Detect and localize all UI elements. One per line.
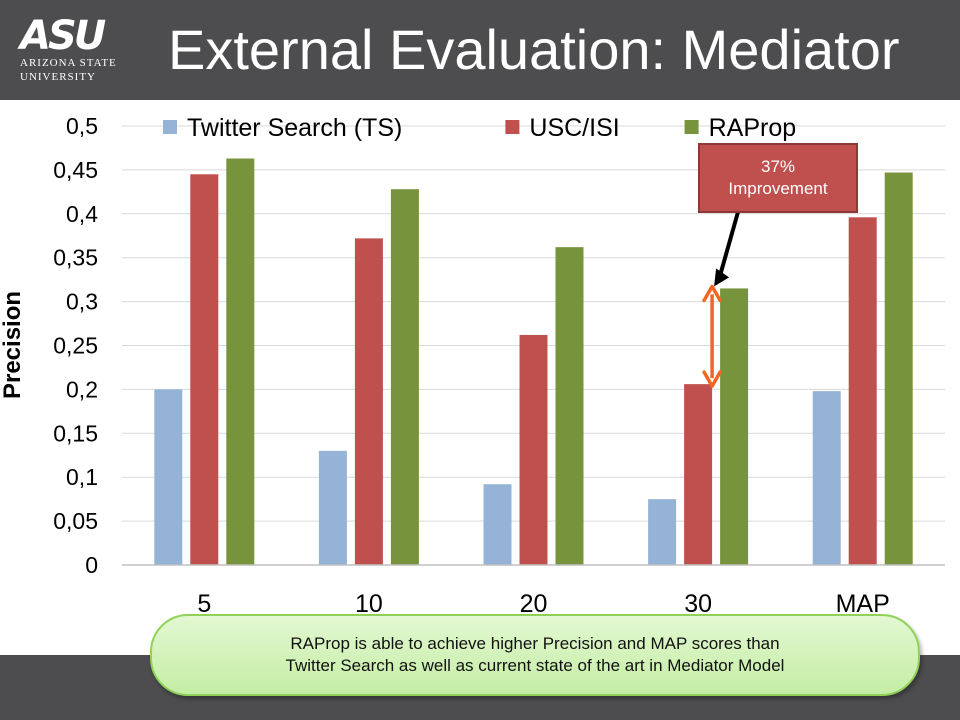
- y-tick-label: 0,2: [66, 376, 98, 402]
- bar: [226, 158, 255, 565]
- y-tick-label: 0,15: [53, 420, 98, 446]
- summary-note-line-2: Twitter Search as well as current state …: [285, 656, 785, 675]
- y-tick-label: 0,1: [66, 464, 98, 490]
- x-tick-label: 10: [355, 590, 383, 618]
- summary-note-line-1: RAProp is able to achieve higher Precisi…: [290, 634, 780, 653]
- legend-label: USC/ISI: [529, 114, 619, 142]
- precision-bar-chart: 0 0,05 0,1 0,15 0,2 0,25 0,3 0,35 0,4 0,45 0,5 Prec…: [0, 113, 945, 618]
- logo-line-1: Arizona State: [20, 57, 117, 69]
- slide-header: ASU Arizona State University External Ev…: [0, 0, 960, 100]
- callout-line-2: Improvement: [728, 179, 828, 198]
- legend-swatch: [163, 120, 177, 134]
- bar: [154, 389, 183, 565]
- bar: [190, 174, 219, 565]
- legend-swatch: [684, 120, 699, 134]
- bar: [812, 391, 841, 565]
- y-tick-label: 0,5: [66, 113, 98, 139]
- y-tick-label: 0,4: [66, 201, 98, 227]
- y-tick-label: 0,45: [53, 157, 98, 183]
- bar: [848, 217, 877, 565]
- y-axis-label: Precision: [0, 291, 26, 399]
- improvement-arrow-head-bottom: [702, 370, 722, 388]
- bar: [483, 484, 512, 565]
- x-tick-label: MAP: [836, 590, 890, 618]
- bar: [390, 189, 419, 565]
- bar: [555, 247, 584, 565]
- improvement-callout: 37% Improvement: [698, 143, 858, 213]
- y-tick-label: 0,35: [53, 245, 98, 271]
- legend-label: RAProp: [709, 114, 797, 142]
- callout-pointer-head: [714, 268, 730, 287]
- y-tick-label: 0,3: [66, 289, 98, 315]
- callout-line-1: 37%: [760, 157, 796, 176]
- callout-pointer-line: [716, 211, 740, 283]
- bar: [684, 384, 713, 565]
- bar: [720, 288, 749, 565]
- logo-line-2: University: [20, 71, 96, 83]
- bar: [318, 450, 347, 565]
- bar: [354, 238, 383, 565]
- legend-label: Twitter Search (TS): [187, 114, 402, 142]
- summary-note: RAProp is able to achieve higher Precisi…: [150, 614, 920, 696]
- asu-logo: ASU Arizona State University: [20, 16, 140, 94]
- bar: [519, 334, 548, 565]
- y-tick-label: 0,25: [53, 333, 98, 359]
- x-tick-label: 30: [684, 590, 712, 618]
- y-tick-label: 0,05: [53, 508, 98, 534]
- x-tick-label: 5: [197, 590, 211, 618]
- improvement-arrow-head-top: [702, 284, 722, 303]
- y-tick-label: 0: [85, 552, 98, 578]
- slide-title: External Evaluation: Mediator: [168, 18, 900, 81]
- x-tick-label: 20: [520, 590, 548, 618]
- legend-swatch: [505, 120, 520, 134]
- bar: [884, 172, 913, 565]
- bar: [648, 499, 677, 565]
- logo-mark: ASU: [20, 13, 106, 59]
